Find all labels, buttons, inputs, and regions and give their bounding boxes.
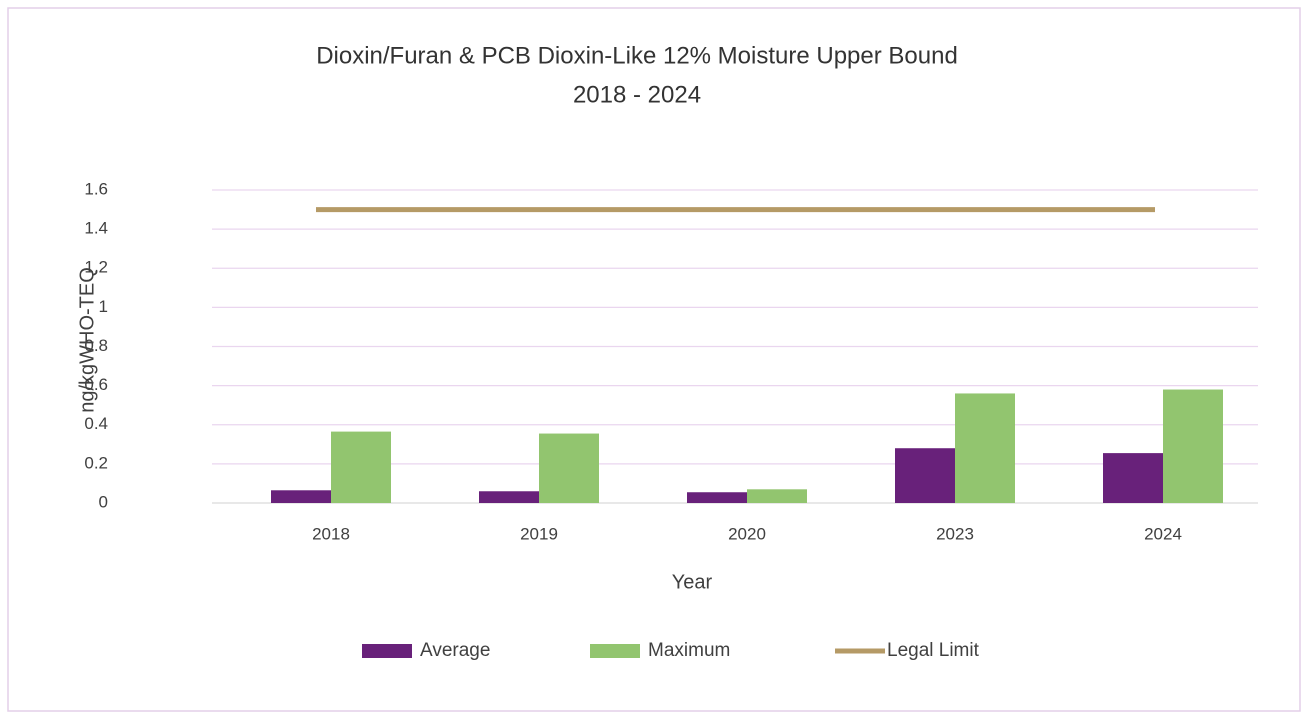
chart-border xyxy=(7,7,1301,712)
bar xyxy=(955,393,1015,503)
y-tick-label: 0.4 xyxy=(84,414,108,433)
bar xyxy=(539,433,599,503)
y-tick-label: 1.2 xyxy=(84,258,108,277)
y-tick-label: 1 xyxy=(99,297,108,316)
bar xyxy=(687,492,747,503)
chart-subtitle: 2018 - 2024 xyxy=(573,81,701,108)
y-tick-label: 0.8 xyxy=(84,336,108,355)
legend-label: Maximum xyxy=(648,640,730,661)
x-axis-label: Year xyxy=(672,571,713,593)
bar xyxy=(895,448,955,503)
legend-label: Average xyxy=(420,640,490,661)
x-tick-label: 2023 xyxy=(936,524,974,543)
chart-title: Dioxin/Furan & PCB Dioxin-Like 12% Moist… xyxy=(316,42,958,69)
y-tick-label: 1.4 xyxy=(84,219,108,238)
bar xyxy=(747,489,807,503)
y-tick-label: 0.6 xyxy=(84,375,108,394)
bar xyxy=(1163,389,1223,503)
x-tick-label: 2024 xyxy=(1144,524,1182,543)
bar xyxy=(331,431,391,503)
legend-label: Legal Limit xyxy=(887,640,980,661)
legend-swatch xyxy=(590,644,640,658)
x-tick-label: 2019 xyxy=(520,524,558,543)
x-tick-label: 2020 xyxy=(728,524,766,543)
y-tick-label: 0 xyxy=(99,492,108,511)
bar xyxy=(271,490,331,503)
y-axis-label: ng/kgWHO-TEQ xyxy=(76,267,98,413)
y-tick-label: 0.2 xyxy=(84,453,108,472)
x-tick-label: 2018 xyxy=(312,524,350,543)
y-tick-label: 1.6 xyxy=(84,179,108,198)
bar xyxy=(1103,453,1163,503)
bar xyxy=(479,491,539,503)
legend-swatch xyxy=(362,644,412,658)
